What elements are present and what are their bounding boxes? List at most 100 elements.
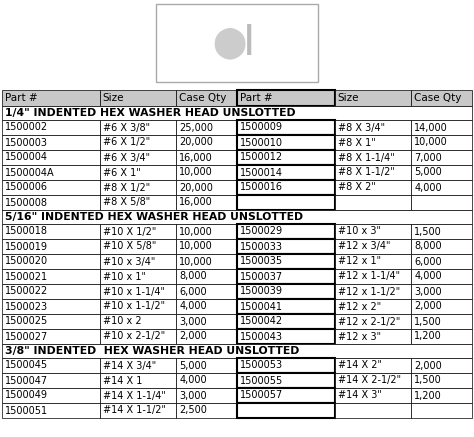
Bar bbox=[237, 135, 335, 150]
Text: 1500027: 1500027 bbox=[5, 332, 48, 341]
Bar bbox=[100, 314, 176, 329]
Text: 1500023: 1500023 bbox=[5, 302, 48, 312]
Bar bbox=[237, 299, 335, 314]
Bar bbox=[100, 358, 176, 373]
Bar bbox=[2, 195, 100, 210]
Bar bbox=[335, 135, 411, 150]
Bar bbox=[237, 254, 335, 269]
Text: 1,500: 1,500 bbox=[414, 316, 442, 326]
Bar bbox=[2, 106, 472, 120]
Bar bbox=[237, 165, 335, 180]
Bar bbox=[335, 373, 411, 388]
Bar bbox=[335, 90, 411, 106]
Text: #8 X 3/4": #8 X 3/4" bbox=[337, 122, 385, 132]
Bar bbox=[411, 314, 472, 329]
Text: #8 X 2": #8 X 2" bbox=[337, 183, 375, 193]
Text: #10 x 1": #10 x 1" bbox=[103, 271, 146, 281]
Bar bbox=[411, 284, 472, 299]
Text: #12 x 2": #12 x 2" bbox=[337, 302, 381, 312]
Bar bbox=[2, 373, 100, 388]
Text: 1500021: 1500021 bbox=[5, 271, 48, 281]
Text: 1500035: 1500035 bbox=[240, 257, 283, 267]
Text: 4,000: 4,000 bbox=[414, 271, 442, 281]
Text: 25,000: 25,000 bbox=[179, 122, 213, 132]
Bar bbox=[335, 329, 411, 344]
Text: #10 X 1/2": #10 X 1/2" bbox=[103, 226, 156, 236]
Text: #12 x 1": #12 x 1" bbox=[337, 257, 381, 267]
Bar bbox=[411, 403, 472, 418]
Text: 1500041: 1500041 bbox=[240, 302, 283, 312]
Text: #14 X 1-1/2": #14 X 1-1/2" bbox=[103, 406, 166, 416]
Bar bbox=[100, 195, 176, 210]
Bar bbox=[100, 254, 176, 269]
Bar bbox=[411, 254, 472, 269]
Text: 5/16" INDENTED HEX WASHER HEAD UNSLOTTED: 5/16" INDENTED HEX WASHER HEAD UNSLOTTED bbox=[5, 212, 303, 222]
Text: #10 x 1-1/2": #10 x 1-1/2" bbox=[103, 302, 165, 312]
Bar bbox=[100, 150, 176, 165]
Bar bbox=[2, 388, 100, 403]
Text: #8 X 5/8": #8 X 5/8" bbox=[103, 198, 150, 208]
Bar bbox=[2, 224, 100, 239]
Bar bbox=[100, 388, 176, 403]
Bar bbox=[237, 314, 335, 329]
Bar bbox=[411, 135, 472, 150]
Bar bbox=[2, 239, 100, 254]
Text: #6 X 3/8": #6 X 3/8" bbox=[103, 122, 150, 132]
Text: Part #: Part # bbox=[240, 93, 273, 103]
Text: 1,200: 1,200 bbox=[414, 332, 442, 341]
Text: #14 X 2-1/2": #14 X 2-1/2" bbox=[337, 375, 401, 385]
Bar bbox=[237, 120, 335, 135]
Bar bbox=[100, 90, 176, 106]
Bar bbox=[335, 195, 411, 210]
Text: 1500053: 1500053 bbox=[240, 361, 283, 371]
Text: ⬤: ⬤ bbox=[212, 27, 246, 59]
Text: 10,000: 10,000 bbox=[179, 167, 213, 177]
Text: 8,000: 8,000 bbox=[179, 271, 207, 281]
Text: 3/8" INDENTED  HEX WASHER HEAD UNSLOTTED: 3/8" INDENTED HEX WASHER HEAD UNSLOTTED bbox=[5, 346, 300, 356]
Bar bbox=[237, 403, 335, 418]
Text: #6 X 1": #6 X 1" bbox=[103, 167, 140, 177]
Text: 10,000: 10,000 bbox=[179, 242, 213, 252]
Text: 1500012: 1500012 bbox=[240, 153, 283, 163]
Bar bbox=[335, 269, 411, 284]
Bar bbox=[411, 373, 472, 388]
Bar bbox=[100, 284, 176, 299]
Text: 1500022: 1500022 bbox=[5, 287, 48, 296]
Bar bbox=[2, 165, 100, 180]
Bar bbox=[335, 314, 411, 329]
Bar bbox=[411, 90, 472, 106]
Text: #8 X 1-1/4": #8 X 1-1/4" bbox=[337, 153, 394, 163]
Text: 1500037: 1500037 bbox=[240, 271, 283, 281]
Bar bbox=[100, 403, 176, 418]
Bar bbox=[176, 120, 237, 135]
Bar bbox=[335, 180, 411, 195]
Bar bbox=[176, 90, 237, 106]
Text: #14 X 1: #14 X 1 bbox=[103, 375, 142, 385]
Bar bbox=[176, 403, 237, 418]
Bar bbox=[411, 239, 472, 254]
Text: 5,000: 5,000 bbox=[179, 361, 207, 371]
Text: 1,500: 1,500 bbox=[414, 226, 442, 236]
Bar bbox=[176, 239, 237, 254]
Bar bbox=[2, 90, 100, 106]
Text: 10,000: 10,000 bbox=[414, 138, 448, 148]
Text: 3,000: 3,000 bbox=[179, 316, 207, 326]
Text: 4,000: 4,000 bbox=[414, 183, 442, 193]
Text: 1500020: 1500020 bbox=[5, 257, 48, 267]
Text: #10 x 3": #10 x 3" bbox=[337, 226, 381, 236]
Text: 1500019: 1500019 bbox=[5, 242, 48, 252]
Bar bbox=[100, 120, 176, 135]
Bar bbox=[335, 165, 411, 180]
Text: 14,000: 14,000 bbox=[414, 122, 448, 132]
Text: 1500006: 1500006 bbox=[5, 183, 48, 193]
Text: 5,000: 5,000 bbox=[414, 167, 442, 177]
Bar bbox=[411, 195, 472, 210]
Bar bbox=[176, 165, 237, 180]
Text: 7,000: 7,000 bbox=[414, 153, 442, 163]
Text: 2,500: 2,500 bbox=[179, 406, 207, 416]
Bar bbox=[237, 284, 335, 299]
Bar bbox=[100, 269, 176, 284]
Bar bbox=[176, 269, 237, 284]
Text: #12 x 2-1/2": #12 x 2-1/2" bbox=[337, 316, 400, 326]
Bar bbox=[237, 358, 335, 373]
